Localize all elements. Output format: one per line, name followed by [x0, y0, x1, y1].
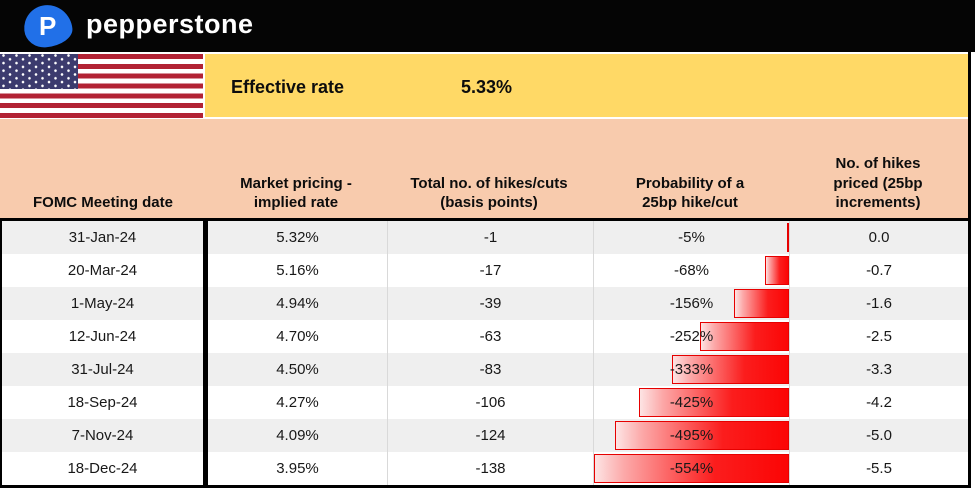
probability-data-bar — [734, 289, 789, 318]
cell-probability: -554% — [593, 452, 789, 485]
cell-hikes-priced: -4.2 — [789, 386, 968, 419]
probability-value: -252% — [669, 328, 714, 345]
effective-rate-row: Effective rate 5.33% — [0, 52, 968, 119]
table-row: 1-May-24 4.94% -39 -156% -1.6 — [2, 287, 968, 320]
cell-meeting-date: 31-Jul-24 — [71, 361, 134, 378]
cell-total-bp: -106 — [387, 386, 593, 419]
probability-data-bar — [765, 256, 789, 285]
cell-total-bp: -63 — [387, 320, 593, 353]
table-row: 31-Jan-24 5.32% -1 -5% 0.0 — [2, 221, 968, 254]
probability-data-bar — [614, 421, 789, 450]
cell-probability: -495% — [593, 419, 789, 452]
cell-implied-rate: 5.16% — [203, 254, 387, 287]
table-row: 12-Jun-24 4.70% -63 -252% -2.5 — [2, 320, 968, 353]
cell-hikes-priced: -1.6 — [789, 287, 968, 320]
table-row: 18-Dec-24 3.95% -138 -554% -5.5 — [2, 452, 968, 485]
header-probability: Probability of a 25bp hike/cut — [635, 174, 745, 211]
cell-probability: -333% — [593, 353, 789, 386]
cell-total-bp: -83 — [387, 353, 593, 386]
brand-bar: P pepperstone — [0, 0, 975, 52]
cell-implied-rate: 4.50% — [203, 353, 387, 386]
table-row: 7-Nov-24 4.09% -124 -495% -5.0 — [2, 419, 968, 452]
cell-meeting-date: 18-Sep-24 — [67, 394, 138, 411]
cell-implied-rate: 4.27% — [203, 386, 387, 419]
probability-data-bar — [787, 223, 789, 252]
effective-rate-label: Effective rate — [231, 76, 345, 97]
cell-meeting-date: 20-Mar-24 — [67, 262, 138, 279]
probability-data-bar — [700, 322, 789, 351]
probability-data-bar — [639, 388, 789, 417]
header-implied-rate: Market pricing - implied rate — [240, 174, 352, 211]
cell-hikes-priced: 0.0 — [789, 221, 968, 254]
table-row: 20-Mar-24 5.16% -17 -68% -0.7 — [2, 254, 968, 287]
cell-total-bp: -124 — [387, 419, 593, 452]
cell-meeting-date: 12-Jun-24 — [68, 328, 137, 345]
table-row: 31-Jul-24 4.50% -83 -333% -3.3 — [2, 353, 968, 386]
cell-implied-rate: 4.70% — [203, 320, 387, 353]
cell-implied-rate: 5.32% — [203, 221, 387, 254]
cell-probability: -156% — [593, 287, 789, 320]
probability-value: -425% — [669, 394, 714, 411]
cell-probability: -252% — [593, 320, 789, 353]
cell-probability: -68% — [593, 254, 789, 287]
logo-letter: P — [39, 11, 57, 41]
probability-data-bar — [671, 355, 789, 384]
table-column-headers: FOMC Meeting date Market pricing - impli… — [0, 119, 968, 218]
effective-rate-band: Effective rate 5.33% — [205, 54, 968, 117]
cell-meeting-date: 31-Jan-24 — [68, 229, 137, 246]
probability-value: -68% — [673, 262, 710, 279]
probability-value: -554% — [669, 460, 714, 477]
cell-implied-rate: 4.09% — [203, 419, 387, 452]
flag-canton-stars — [0, 54, 78, 89]
cell-total-bp: -138 — [387, 452, 593, 485]
table-row: 18-Sep-24 4.27% -106 -425% -4.2 — [2, 386, 968, 419]
cell-hikes-priced: -5.5 — [789, 452, 968, 485]
cell-implied-rate: 3.95% — [203, 452, 387, 485]
cell-probability: -5% — [593, 221, 789, 254]
cell-hikes-priced: -0.7 — [789, 254, 968, 287]
table-body: 31-Jan-24 5.32% -1 -5% 0.0 20-Mar-24 5.16% -17-… — [0, 218, 968, 488]
brand-wordmark: pepperstone — [86, 9, 254, 39]
probability-value: -5% — [678, 229, 705, 246]
effective-rate-value: 5.33% — [461, 76, 513, 97]
probability-value: -333% — [669, 361, 714, 378]
cell-hikes-priced: -5.0 — [789, 419, 968, 452]
header-total-hikes-cuts: Total no. of hikes/cuts (basis points) — [410, 174, 568, 211]
cell-total-bp: -17 — [387, 254, 593, 287]
header-fomc-meeting-date: FOMC Meeting date — [32, 193, 173, 211]
cell-total-bp: -39 — [387, 287, 593, 320]
cell-meeting-date: 18-Dec-24 — [67, 460, 138, 477]
us-flag-icon — [0, 54, 203, 118]
cell-probability: -425% — [593, 386, 789, 419]
probability-data-bar — [594, 454, 789, 483]
cell-meeting-date: 7-Nov-24 — [71, 427, 134, 444]
sheet: Effective rate 5.33% FOMC Meeting date M… — [0, 52, 971, 488]
header-hikes-priced: No. of hikes priced (25bp increments) — [833, 155, 923, 211]
pepperstone-logo-icon: P — [21, 2, 75, 50]
cell-meeting-date: 1-May-24 — [70, 295, 135, 312]
probability-value: -156% — [669, 295, 714, 312]
cell-hikes-priced: -2.5 — [789, 320, 968, 353]
cell-implied-rate: 4.94% — [203, 287, 387, 320]
probability-value: -495% — [669, 427, 714, 444]
cell-hikes-priced: -3.3 — [789, 353, 968, 386]
cell-total-bp: -1 — [387, 221, 593, 254]
